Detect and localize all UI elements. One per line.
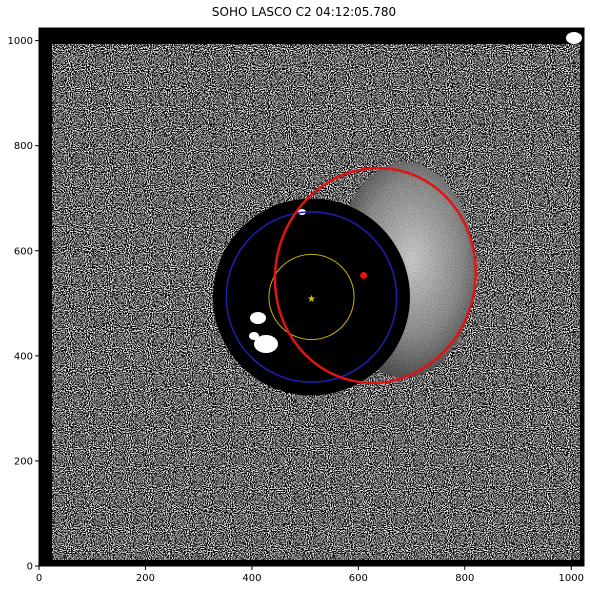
axes-frame xyxy=(38,27,585,567)
x-tick-label: 600 xyxy=(349,573,368,584)
occulter-boundary-circle xyxy=(225,211,398,383)
x-tick-label: 0 xyxy=(36,573,42,584)
y-tick-label: 400 xyxy=(14,351,33,362)
y-tick-label: 1000 xyxy=(8,36,33,47)
plot-title: SOHO LASCO C2 04:12:05.780 xyxy=(212,5,396,19)
y-tick-label: 200 xyxy=(14,456,33,467)
y-tick-label: 600 xyxy=(14,246,33,257)
y-tick-label: 800 xyxy=(14,141,33,152)
x-tick-label: 200 xyxy=(136,573,155,584)
solar-disk-circle xyxy=(268,253,355,341)
occulter-artifacts xyxy=(249,32,582,353)
cme-center-marker xyxy=(360,271,368,279)
x-tick-label: 400 xyxy=(242,573,261,584)
image-plot-area: ★ xyxy=(38,27,585,567)
y-axis-ticks: 0 200 400 600 800 1000 xyxy=(8,36,39,573)
x-tick-label: 800 xyxy=(455,573,474,584)
x-axis-ticks: 0 200 400 600 800 1000 xyxy=(36,566,584,584)
x-tick-label: 1000 xyxy=(559,573,584,584)
y-tick-label: 0 xyxy=(27,562,33,573)
star-icon: ★ xyxy=(307,294,316,305)
cme-fit-ellipse xyxy=(273,166,478,385)
